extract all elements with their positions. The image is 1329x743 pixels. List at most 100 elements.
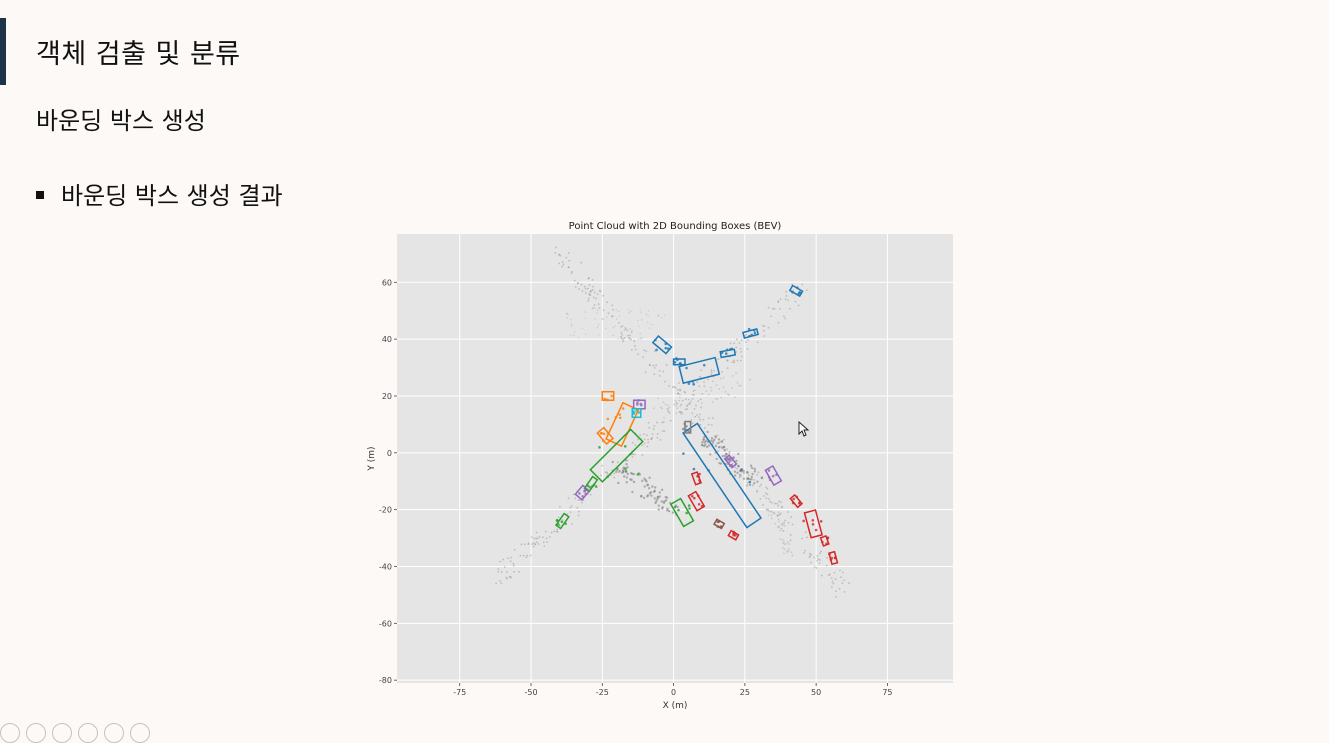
bounding-box xyxy=(601,390,615,401)
cloud-point xyxy=(653,367,656,369)
cloud-point xyxy=(537,543,540,545)
y-tick-label: 20 xyxy=(382,392,392,401)
cloud-point xyxy=(581,501,583,504)
cloud-point xyxy=(657,314,660,316)
next-slide-icon[interactable] xyxy=(26,723,46,743)
cloud-point xyxy=(711,417,714,420)
cloud-point xyxy=(697,400,700,402)
cloud-point xyxy=(690,419,693,422)
cloud-point xyxy=(622,475,626,478)
cluster-point xyxy=(687,382,691,385)
prev-slide-icon[interactable] xyxy=(0,723,20,743)
cloud-point xyxy=(717,358,720,361)
cloud-point xyxy=(715,457,718,461)
bounding-box xyxy=(690,471,702,486)
cloud-point xyxy=(662,421,665,424)
cloud-point xyxy=(688,402,691,405)
cluster-point xyxy=(623,445,627,448)
cloud-point xyxy=(763,495,765,497)
cloud-point xyxy=(698,385,701,388)
cloud-point xyxy=(750,475,753,479)
cloud-point xyxy=(707,378,709,381)
more-options-icon[interactable] xyxy=(130,723,150,743)
cloud-point xyxy=(760,476,764,480)
cloud-point xyxy=(535,537,538,540)
cloud-point xyxy=(765,508,768,511)
cloud-point xyxy=(574,286,577,288)
cloud-point xyxy=(647,441,650,444)
cloud-point xyxy=(681,399,684,402)
cloud-point xyxy=(736,471,739,475)
cloud-point xyxy=(621,333,623,336)
cluster-point xyxy=(692,382,695,386)
cloud-point xyxy=(737,465,740,468)
cloud-point xyxy=(758,485,761,488)
cloud-point xyxy=(546,541,549,543)
cloud-point xyxy=(581,327,584,329)
cloud-point xyxy=(629,327,631,330)
cluster-point xyxy=(594,485,598,488)
cloud-point xyxy=(733,470,737,473)
title-accent-bar xyxy=(0,18,6,85)
cloud-point xyxy=(647,315,649,317)
cloud-point xyxy=(788,543,790,545)
cloud-point xyxy=(731,387,733,389)
cloud-point xyxy=(653,497,656,500)
y-tick-label: -60 xyxy=(379,619,392,628)
bounding-box xyxy=(651,335,673,355)
cloud-point xyxy=(555,530,558,533)
cluster-point xyxy=(673,505,677,509)
cloud-point xyxy=(723,454,727,458)
cloud-point xyxy=(740,339,743,341)
cloud-point xyxy=(701,393,704,395)
cloud-point xyxy=(817,558,820,560)
cloud-point xyxy=(772,512,775,514)
cloud-point xyxy=(618,310,620,313)
cloud-point xyxy=(848,582,851,585)
cloud-point xyxy=(656,495,660,498)
cloud-point xyxy=(760,483,763,486)
x-tick-label: 25 xyxy=(740,688,750,697)
cloud-point xyxy=(698,416,700,419)
cloud-point xyxy=(640,494,643,498)
cloud-point xyxy=(628,312,630,314)
cloud-point xyxy=(569,506,572,509)
cluster-point xyxy=(698,472,701,476)
cloud-point xyxy=(710,386,712,389)
cloud-point xyxy=(679,393,681,396)
cloud-point xyxy=(714,444,718,448)
cluster-point xyxy=(621,407,625,410)
cloud-point xyxy=(834,578,837,581)
pen-icon[interactable] xyxy=(52,723,72,743)
cloud-point xyxy=(656,498,659,501)
cluster-point xyxy=(588,485,592,489)
cloud-point xyxy=(633,453,636,456)
cloud-point xyxy=(769,510,771,513)
cloud-point xyxy=(777,526,780,529)
cloud-point xyxy=(699,418,702,421)
cloud-point xyxy=(620,335,623,338)
grid-view-icon[interactable] xyxy=(78,723,98,743)
cloud-point xyxy=(615,309,617,311)
cloud-point xyxy=(705,390,708,392)
cluster-point xyxy=(811,519,815,522)
cloud-point xyxy=(652,364,655,367)
cloud-point xyxy=(732,375,734,377)
cloud-point xyxy=(729,342,732,345)
cloud-point xyxy=(710,371,713,373)
zoom-icon[interactable] xyxy=(104,723,124,743)
cloud-point xyxy=(617,338,619,340)
cloud-point xyxy=(774,522,777,525)
cloud-point xyxy=(733,342,735,345)
cloud-point xyxy=(746,471,749,474)
cloud-point xyxy=(637,353,640,356)
cloud-point xyxy=(704,443,707,446)
cloud-point xyxy=(665,363,668,366)
cloud-point xyxy=(722,445,726,449)
cloud-point xyxy=(673,403,676,406)
cloud-point xyxy=(791,523,794,526)
cloud-point xyxy=(640,337,643,340)
cloud-point xyxy=(778,525,781,527)
cloud-point xyxy=(712,440,715,443)
cloud-point xyxy=(530,536,533,539)
